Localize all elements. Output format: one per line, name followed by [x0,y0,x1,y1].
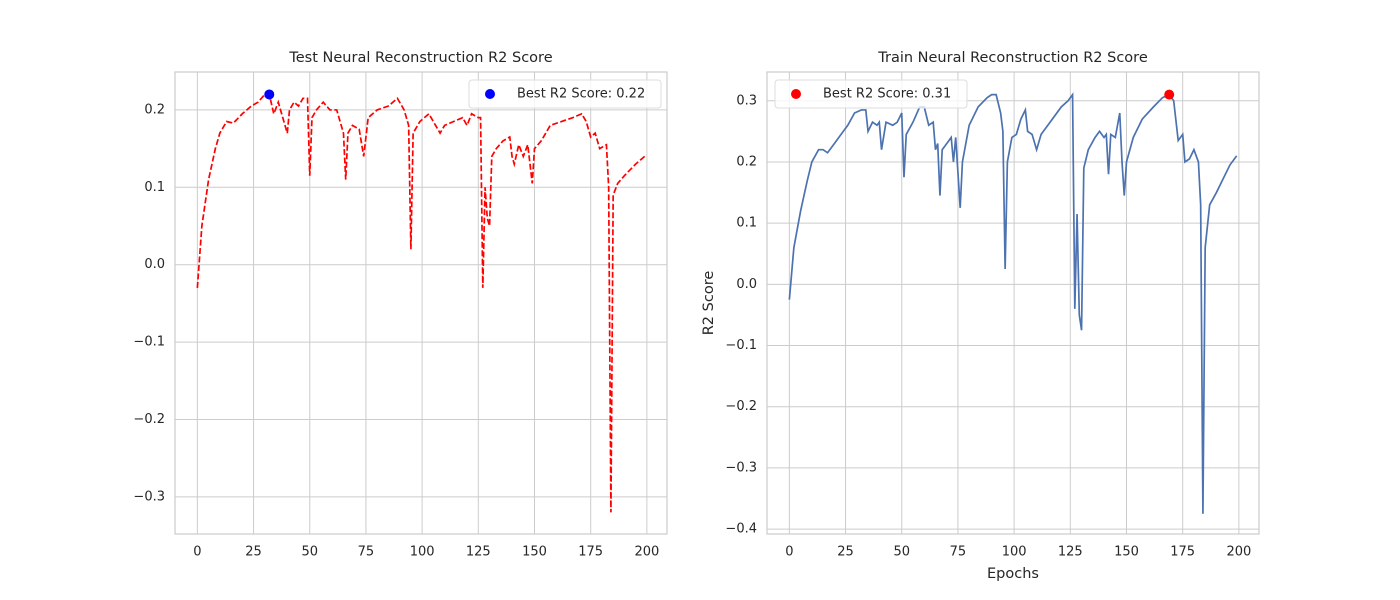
plot: 0 25 50 75 100 125 150 175 200 −0.4 −0.3 −0.2 −0.1 0.… [701,50,1260,582]
x-tick-label: 0 [785,545,793,560]
legend: Best R2 Score: 0.22 [468,79,662,109]
x-tick-label: 200 [634,545,659,560]
x-tick-label: 125 [1058,545,1083,560]
legend-marker [485,89,495,99]
x-tick-label: 100 [410,545,435,560]
legend: Best R2 Score: 0.31 [774,79,968,109]
y-axis-label: R2 Score [701,271,717,336]
y-tick-label: −0.4 [725,522,757,537]
best-point [264,89,275,100]
x-tick-label: 100 [1002,545,1027,560]
y-tick-label: −0.2 [725,399,757,414]
x-tick-label: 25 [245,545,262,560]
x-tick-label: 175 [578,545,603,560]
chart-title: Test Neural Reconstruction R2 Score [288,50,552,66]
x-tick-label: 200 [1226,545,1251,560]
y-tick-label: 0.2 [144,102,165,117]
x-tick-label: 125 [466,545,491,560]
plot-frame [174,71,668,535]
legend-label: Best R2 Score: 0.22 [517,87,645,102]
y-tick-label: 0.0 [144,257,165,272]
y-tick-label: −0.2 [133,412,165,427]
legend-marker [791,89,801,99]
y-tick-label: 0.1 [144,180,165,195]
legend-box [774,79,968,109]
x-tick-label: 25 [837,545,854,560]
data-line [196,93,646,513]
data-line [788,92,1238,514]
x-tick-label: 75 [358,545,375,560]
y-tick-label: 0.1 [736,216,757,231]
y-tick-label: 0.3 [736,93,757,108]
best-point [1164,89,1175,100]
plot-frame [766,71,1260,535]
legend-box [468,79,662,109]
y-tick-label: −0.3 [133,489,165,504]
x-tick-label: 0 [193,545,201,560]
legend-label: Best R2 Score: 0.31 [823,87,951,102]
y-tick-label: −0.1 [725,338,757,353]
x-tick-label: 50 [893,545,910,560]
y-tick-label: −0.1 [133,335,165,350]
x-tick-label: 150 [1114,545,1139,560]
y-tick-label: −0.3 [725,460,757,475]
x-tick-label: 150 [522,545,547,560]
y-tick-label: 0.0 [736,277,757,292]
x-tick-label: 175 [1170,545,1195,560]
x-tick-label: 75 [950,545,967,560]
y-tick-label: 0.2 [736,154,757,169]
plot: 0 25 50 75 100 125 150 175 200 −0.3 −0.2 −0.1 0.0 0.1… [133,50,668,560]
x-axis-label: Epochs [987,566,1039,582]
chart-title: Train Neural Reconstruction R2 Score [877,50,1148,66]
x-tick-label: 50 [301,545,318,560]
